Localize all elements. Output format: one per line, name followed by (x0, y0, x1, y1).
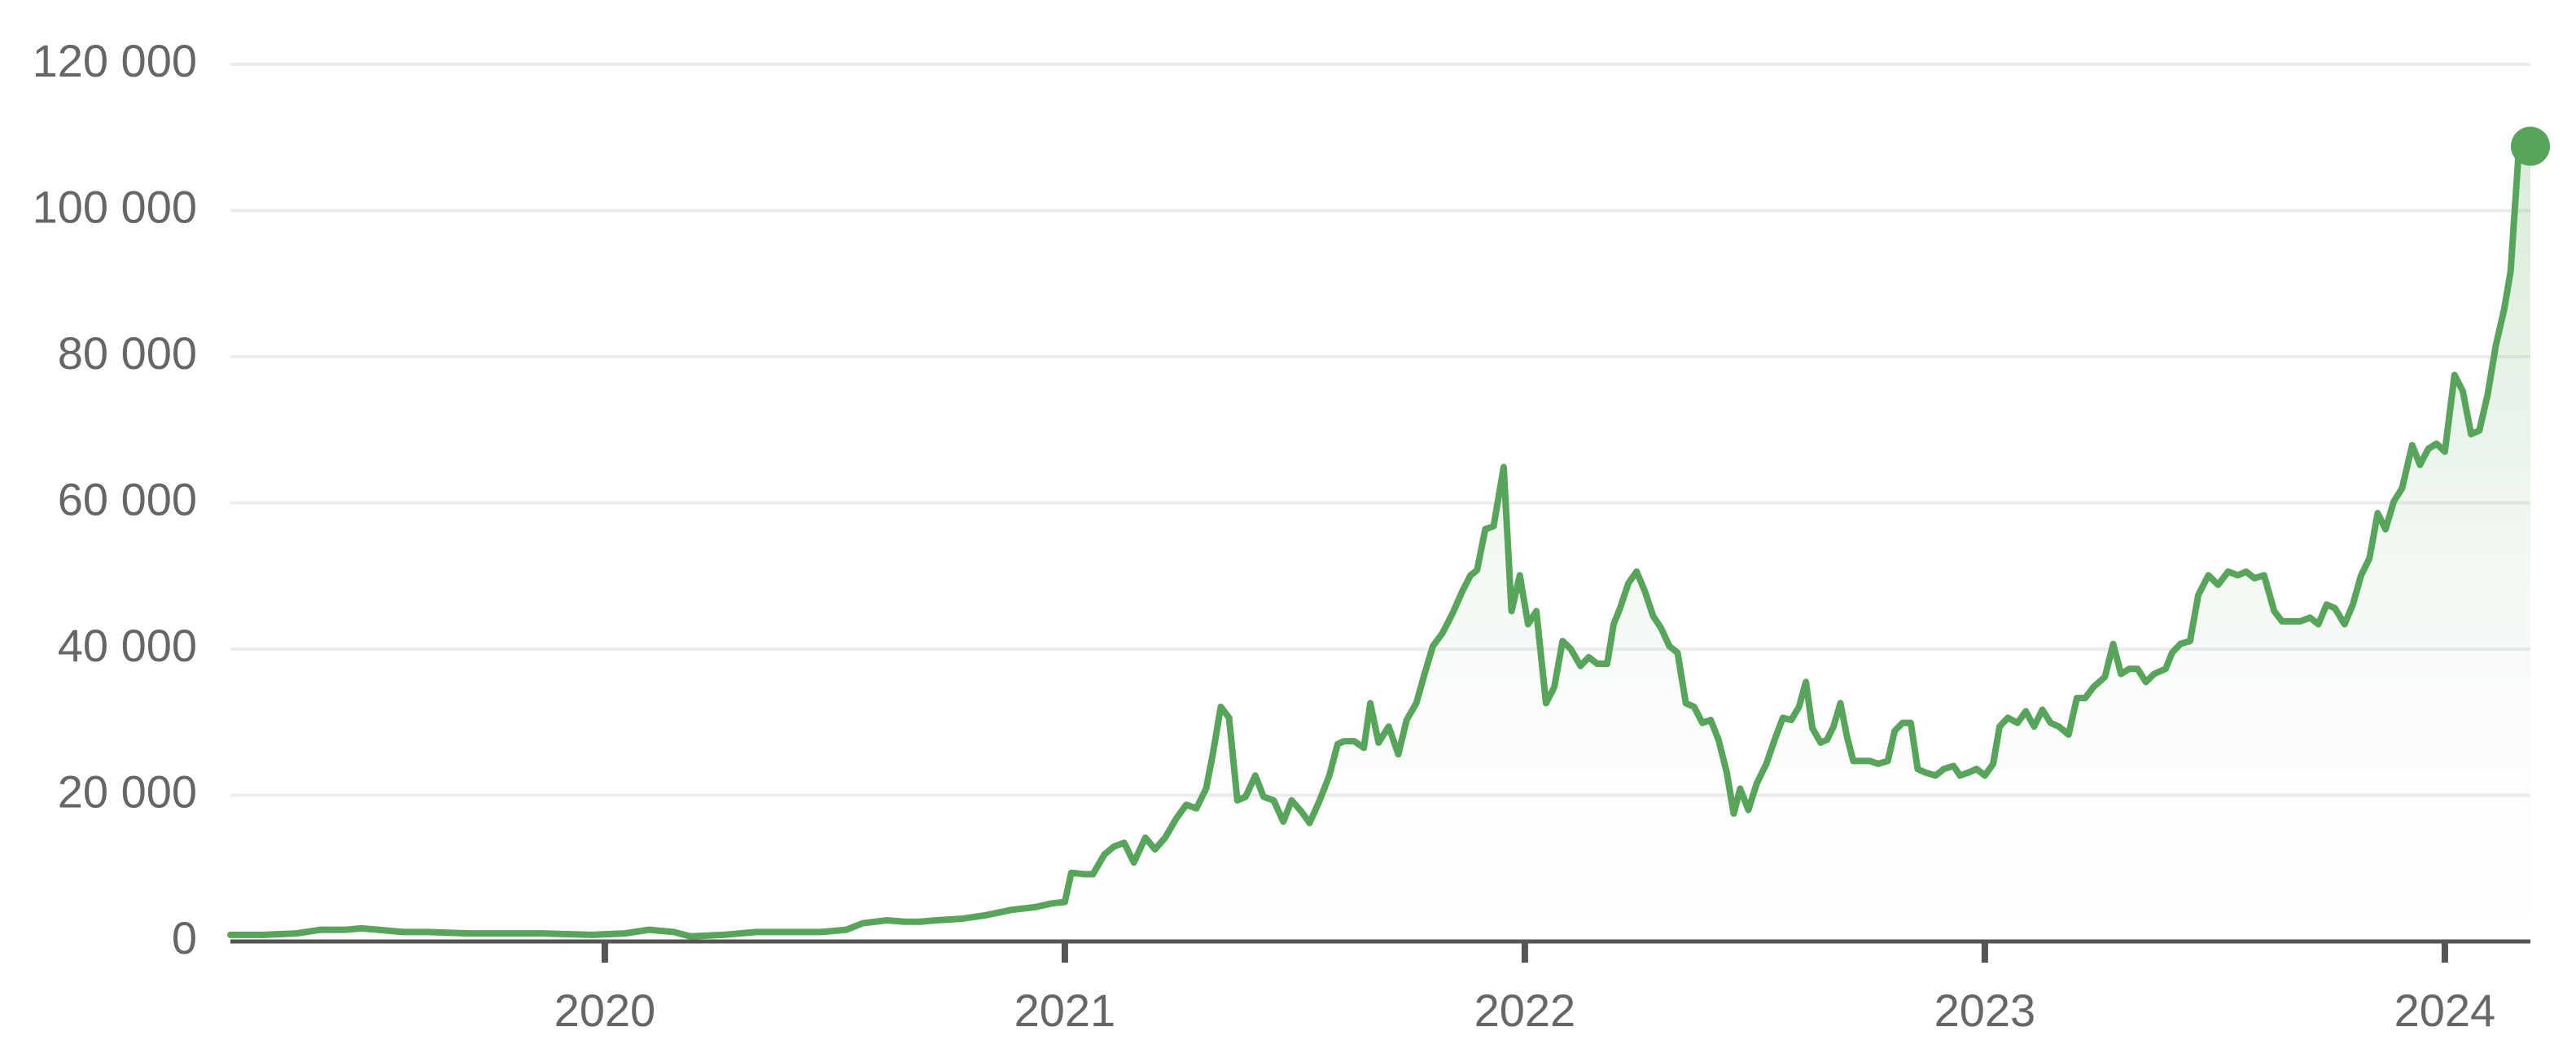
x-tick-label: 2024 (2394, 985, 2496, 1036)
x-tick-label: 2020 (554, 985, 656, 1036)
area-fill (230, 146, 2530, 941)
y-tick-label: 120 000 (33, 35, 197, 86)
y-tick-label: 80 000 (58, 327, 197, 379)
last-point (2511, 126, 2550, 166)
y-tick-label: 100 000 (33, 181, 197, 232)
y-tick-label: 60 000 (58, 473, 197, 524)
y-tick-label: 0 (172, 912, 197, 963)
price-line (227, 143, 2534, 940)
x-tick-label: 2022 (1474, 985, 1576, 1036)
x-tick-label: 2021 (1014, 985, 1116, 1036)
x-tick-label: 2023 (1934, 985, 2036, 1036)
y-tick-label: 20 000 (58, 766, 197, 817)
y-tick-label: 40 000 (58, 620, 197, 671)
